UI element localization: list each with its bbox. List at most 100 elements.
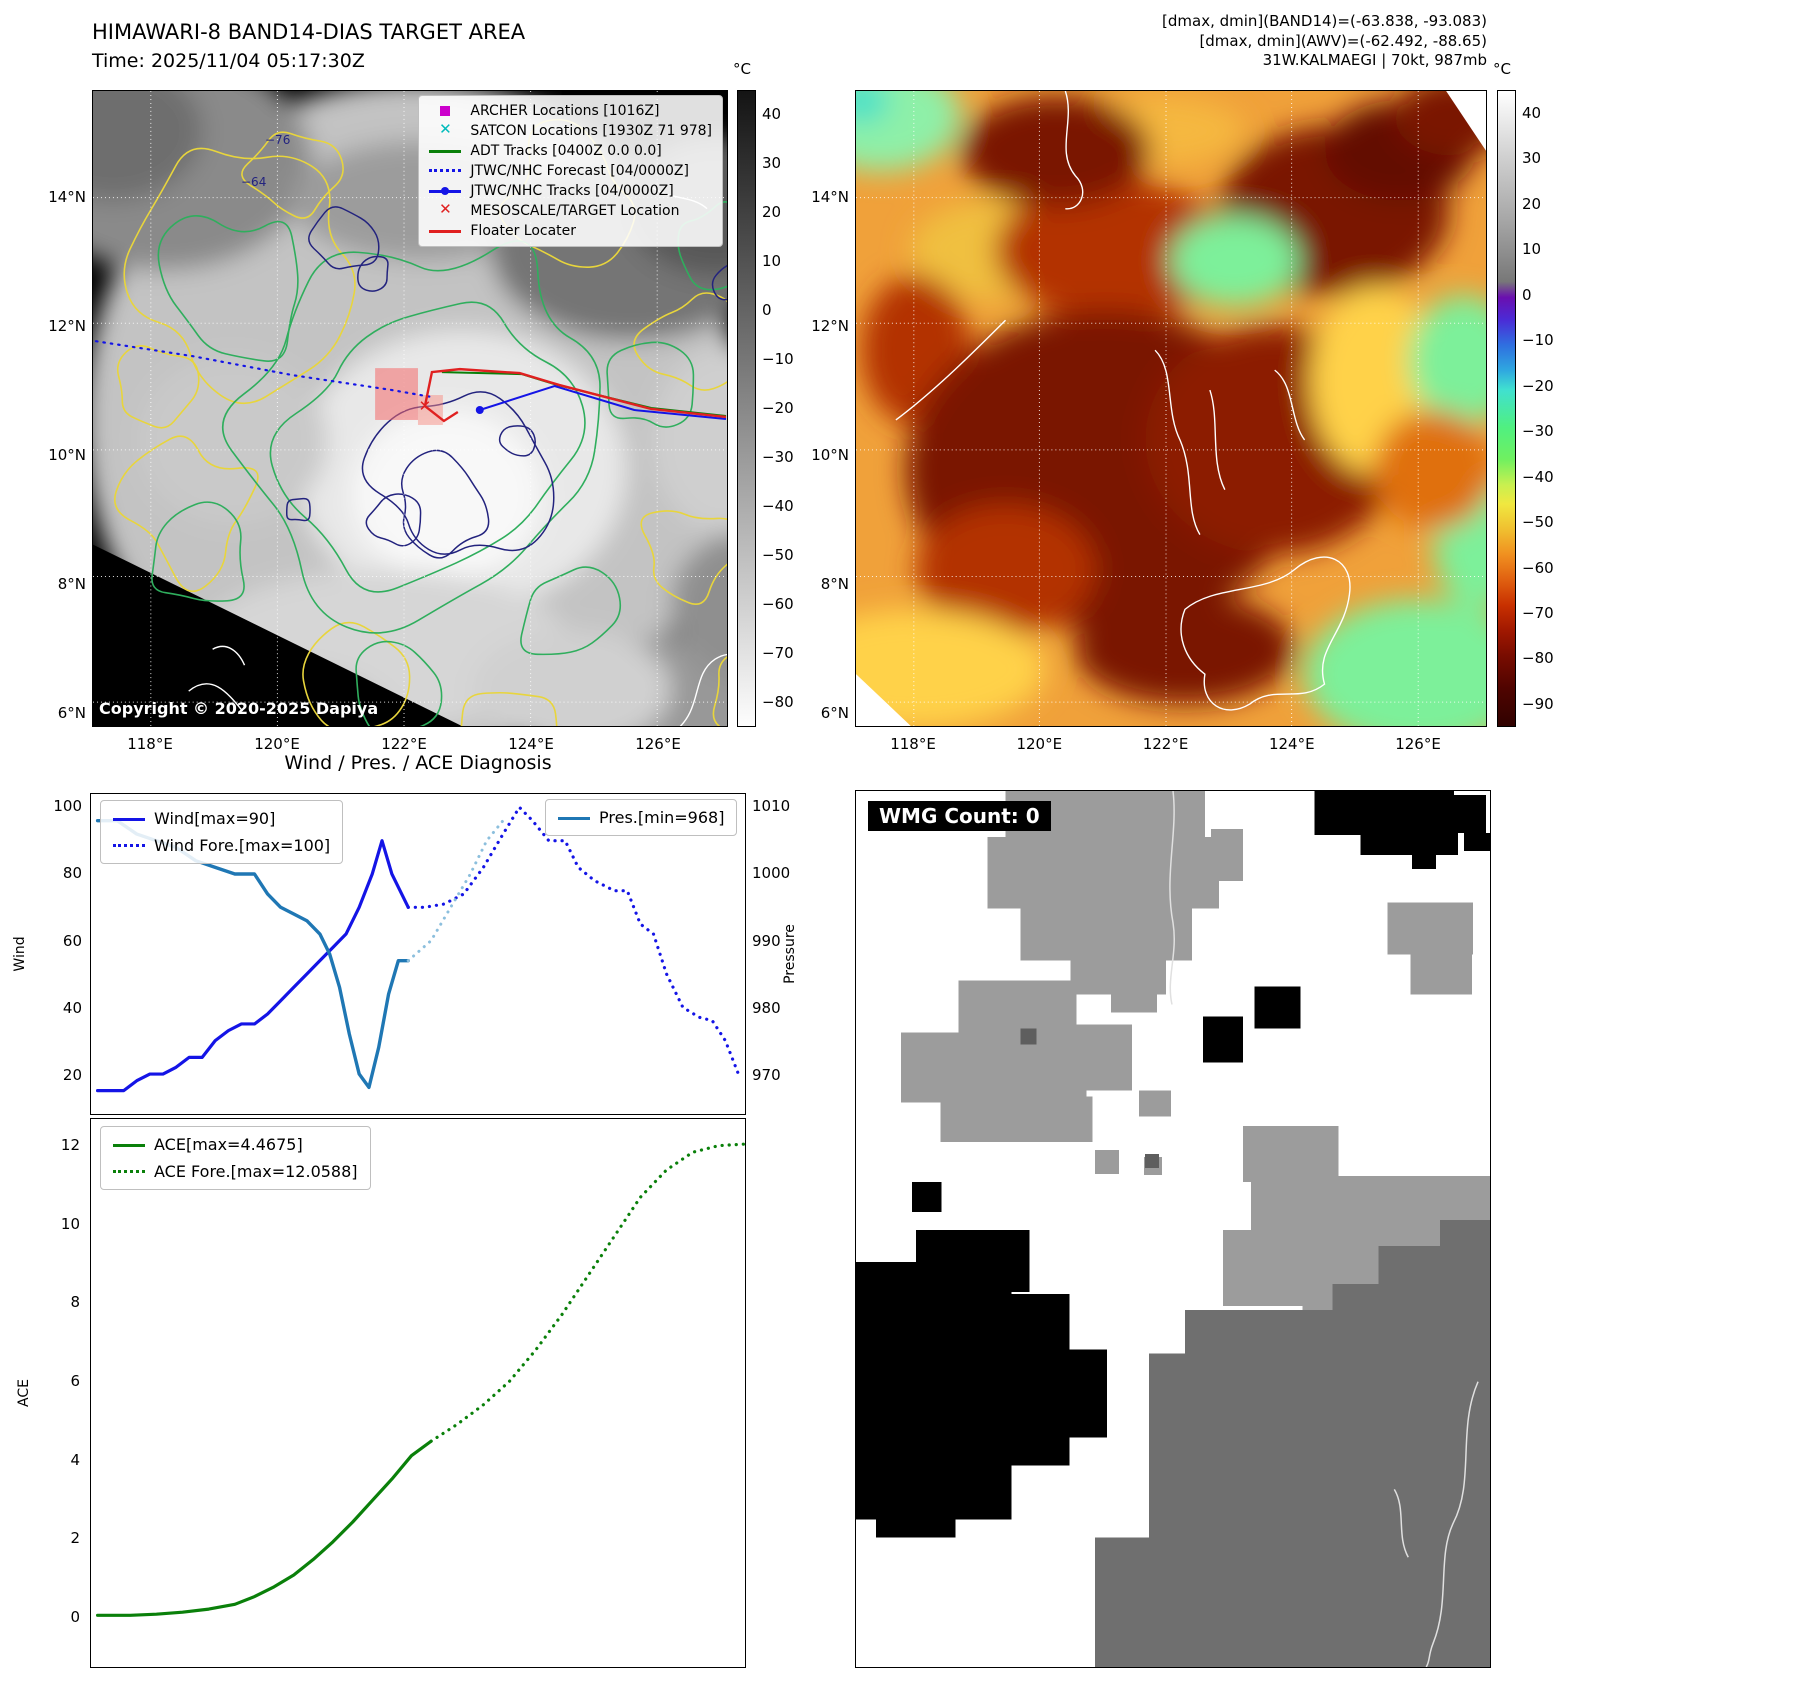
- colorbar-tick: 20: [762, 203, 782, 221]
- legend-marker-icon: [113, 1138, 145, 1152]
- lat-tick: 10°N: [48, 446, 86, 464]
- wmg-map-panel: WMG Count: 0: [855, 790, 1491, 1668]
- legend-label: Pres.[min=968]: [599, 808, 725, 827]
- colorbar-tick: −80: [1522, 649, 1554, 668]
- ace-tick: 0: [70, 1607, 80, 1626]
- colorbar-tick: 10: [762, 252, 782, 270]
- legend-label: Wind Fore.[max=100]: [154, 836, 331, 855]
- lon-tick: 124°E: [1268, 735, 1315, 753]
- legend-label: ADT Tracks [0400Z 0.0 0.0]: [470, 143, 662, 159]
- lat-tick: 14°N: [48, 188, 86, 206]
- legend-item: Wind[max=90]: [113, 809, 330, 828]
- ir-cloud-field: [856, 91, 1486, 726]
- copyright-text: Copyright © 2020-2025 Dapiya: [99, 699, 379, 718]
- lon-tick: 120°E: [254, 735, 300, 753]
- legend-label: ARCHER Locations [1016Z]: [470, 103, 660, 119]
- legend-marker-icon: [113, 839, 145, 853]
- wmg-coastlines: [1169, 791, 1479, 1667]
- wmg-map: [856, 791, 1490, 1667]
- legend-marker-icon: [429, 104, 461, 118]
- legend-item: JTWC/NHC Tracks [04/0000Z]: [429, 183, 712, 199]
- legend-item: ADT Tracks [0400Z 0.0 0.0]: [429, 143, 712, 159]
- colorbar-tick: −50: [762, 546, 794, 564]
- legend-marker-icon: [558, 811, 590, 825]
- wind-tick: 100: [53, 797, 82, 815]
- colorbar2: [1497, 90, 1516, 727]
- dmax-dmin-band14: [dmax, dmin](BAND14)=(-63.838, -93.083): [1162, 12, 1487, 30]
- wind-tick: 80: [62, 864, 82, 883]
- panel1-lon-axis: 118°E 120°E 122°E 124°E 126°E: [120, 735, 688, 755]
- lon-tick: 122°E: [381, 735, 427, 753]
- lat-tick: 8°N: [820, 575, 849, 593]
- wmg-pixel-regions: [856, 791, 1490, 1667]
- lat-tick: 10°N: [811, 446, 849, 464]
- floater-track: [423, 367, 727, 419]
- lon-tick: 120°E: [1016, 735, 1063, 753]
- colorbar-tick: −70: [762, 644, 794, 662]
- colorbar2-unit: °C: [1493, 60, 1511, 78]
- ace-axis-label: ACE: [16, 1379, 32, 1407]
- colorbar1-ticks: 40 30 20 10 0 −10 −20 −30 −40 −50 −60 −70 −80: [762, 104, 806, 712]
- wind-tick: 40: [62, 998, 82, 1017]
- ace-chart: [95, 1142, 745, 1617]
- contour-label: −76: [265, 133, 291, 147]
- legend-label: Wind[max=90]: [154, 809, 276, 828]
- colorbar1-unit: °C: [733, 60, 751, 78]
- colorbar-tick: −80: [762, 693, 794, 711]
- panel2-lon-axis: 118°E 120°E 122°E 124°E 126°E: [883, 735, 1448, 755]
- lon-tick: 118°E: [127, 735, 173, 753]
- legend-marker-icon: [429, 144, 462, 158]
- ace-tick: 4: [70, 1450, 80, 1469]
- contour-label: −64: [241, 175, 267, 189]
- legend-marker-icon: [429, 200, 461, 218]
- ace-tick: 12: [60, 1136, 80, 1154]
- dmax-dmin-awv: [dmax, dmin](AWV)=(-62.492, -88.65): [1199, 31, 1487, 50]
- pressure-axis-label: Pressure: [782, 924, 798, 984]
- colorbar-tick: −60: [1522, 558, 1554, 577]
- coastlines: [895, 91, 1351, 711]
- panel2-lat-axis: 14°N 12°N 10°N 8°N 6°N: [803, 187, 849, 723]
- legend-label: JTWC/NHC Forecast [04/0000Z]: [470, 163, 689, 179]
- colorbar-tick: −40: [1522, 467, 1554, 486]
- colorbar1: [737, 90, 756, 727]
- legend-marker-icon: [429, 224, 462, 238]
- temperature-contours: [113, 118, 727, 726]
- lat-tick: 12°N: [48, 317, 86, 335]
- colorbar-tick: −20: [1522, 376, 1554, 395]
- lat-tick: 6°N: [820, 704, 849, 722]
- panel2-header: [dmax, dmin](BAND14)=(-63.838, -93.083) …: [1162, 12, 1487, 71]
- wind-tick: 60: [62, 931, 82, 950]
- legend-marker-icon: [113, 812, 145, 826]
- legend-item: ARCHER Locations [1016Z]: [429, 103, 712, 119]
- colorbar-tick: −10: [762, 350, 794, 368]
- colorbar-tick: −60: [762, 595, 794, 613]
- pressure-tick: 980: [752, 998, 781, 1017]
- ace-tick: 2: [70, 1529, 80, 1548]
- floater-track-branch: [424, 405, 459, 423]
- colorbar-tick: 20: [1522, 194, 1542, 213]
- colorbar-tick: 0: [762, 301, 772, 319]
- lon-tick: 118°E: [890, 735, 936, 753]
- ir-map-panel: [855, 90, 1487, 727]
- lat-tick: 14°N: [811, 188, 849, 206]
- graticule: [856, 91, 1486, 726]
- map-legend: ARCHER Locations [1016Z] SATCON Location…: [418, 95, 723, 247]
- ace-tick: 6: [70, 1371, 80, 1390]
- ir-satellite-map: [856, 91, 1486, 726]
- pressure-legend: Pres.[min=968]: [545, 799, 738, 836]
- colorbar2-ticks: 40 30 20 10 0 −10 −20 −30 −40 −50 −60 −70 −80 −90: [1522, 103, 1566, 714]
- proj-edge-bottom-left: [856, 674, 911, 726]
- legend-item: ACE Fore.[max=12.0588]: [113, 1162, 358, 1181]
- colorbar-tick: −70: [1522, 603, 1554, 622]
- legend-item: MESOSCALE/TARGET Location: [429, 200, 712, 219]
- pressure-tick: 970: [752, 1066, 781, 1084]
- ace-legend: ACE[max=4.4675] ACE Fore.[max=12.0588]: [100, 1126, 371, 1190]
- wind-axis-ticks: 100 80 60 40 20: [38, 796, 82, 1085]
- legend-item: SATCON Locations [1930Z 71 978]: [429, 120, 712, 139]
- lat-tick: 12°N: [811, 317, 849, 335]
- ace-chart-panel: [90, 1118, 746, 1668]
- target-area-box: [375, 368, 418, 420]
- legend-label: MESOSCALE/TARGET Location: [470, 203, 680, 219]
- ace-tick: 10: [60, 1214, 80, 1233]
